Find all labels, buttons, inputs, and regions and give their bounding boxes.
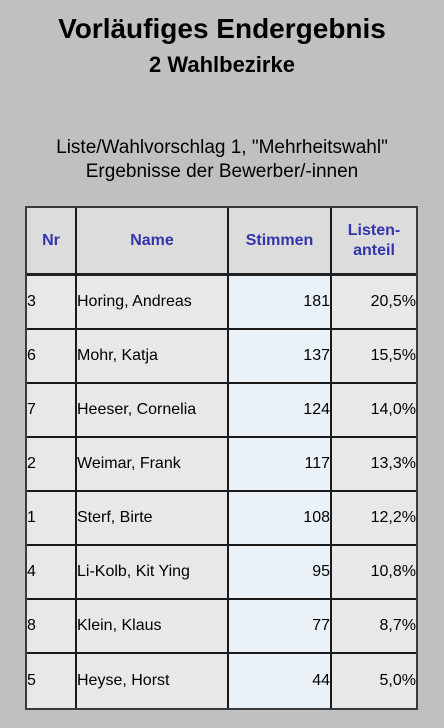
cell-nr: 4 (27, 546, 77, 600)
cell-nr: 7 (27, 384, 77, 438)
cell-stimmen: 124 (229, 384, 332, 438)
table-row: 7 Heeser, Cornelia 124 14,0% (27, 384, 416, 438)
table-row: 6 Mohr, Katja 137 15,5% (27, 330, 416, 384)
cell-name: Li-Kolb, Kit Ying (77, 546, 229, 600)
cell-name: Heyse, Horst (77, 654, 229, 708)
cell-name: Sterf, Birte (77, 492, 229, 546)
cell-stimmen: 108 (229, 492, 332, 546)
cell-stimmen: 95 (229, 546, 332, 600)
cell-listenanteil: 10,8% (332, 546, 416, 600)
table-row: 2 Weimar, Frank 117 13,3% (27, 438, 416, 492)
cell-stimmen: 44 (229, 654, 332, 708)
cell-name: Klein, Klaus (77, 600, 229, 654)
list-title: Liste/Wahlvorschlag 1, "Mehrheitswahl" (56, 137, 388, 158)
cell-stimmen: 137 (229, 330, 332, 384)
table-row: 8 Klein, Klaus 77 8,7% (27, 600, 416, 654)
column-header-stimmen: Stimmen (229, 208, 332, 276)
cell-name: Heeser, Cornelia (77, 384, 229, 438)
cell-nr: 2 (27, 438, 77, 492)
table-row: 3 Horing, Andreas 181 20,5% (27, 276, 416, 330)
column-header-name: Name (77, 208, 229, 276)
cell-name: Weimar, Frank (77, 438, 229, 492)
table-row: 1 Sterf, Birte 108 12,2% (27, 492, 416, 546)
results-table: Nr Name Stimmen Listen- anteil 3 Horing,… (25, 206, 418, 710)
column-header-listenanteil-line2: anteil (353, 241, 395, 259)
list-subtitle: Ergebnisse der Bewerber/-innen (85, 161, 359, 182)
cell-stimmen: 181 (229, 276, 332, 330)
cell-stimmen: 117 (229, 438, 332, 492)
cell-nr: 5 (27, 654, 77, 708)
table-header-row: Nr Name Stimmen Listen- anteil (27, 208, 416, 276)
table-row: 5 Heyse, Horst 44 5,0% (27, 654, 416, 708)
cell-nr: 3 (27, 276, 77, 330)
cell-listenanteil: 14,0% (332, 384, 416, 438)
cell-listenanteil: 5,0% (332, 654, 416, 708)
cell-name: Horing, Andreas (77, 276, 229, 330)
cell-listenanteil: 8,7% (332, 600, 416, 654)
column-header-nr: Nr (27, 208, 77, 276)
page-subtitle: 2 Wahlbezirke (149, 52, 295, 77)
cell-listenanteil: 13,3% (332, 438, 416, 492)
cell-stimmen: 77 (229, 600, 332, 654)
cell-nr: 8 (27, 600, 77, 654)
cell-nr: 6 (27, 330, 77, 384)
page-title: Vorläufiges Endergebnis (58, 13, 386, 44)
cell-listenanteil: 12,2% (332, 492, 416, 546)
cell-name: Mohr, Katja (77, 330, 229, 384)
column-header-listenanteil: Listen- anteil (332, 208, 416, 276)
cell-listenanteil: 20,5% (332, 276, 416, 330)
cell-listenanteil: 15,5% (332, 330, 416, 384)
column-header-listenanteil-line1: Listen- (347, 221, 401, 239)
table-row: 4 Li-Kolb, Kit Ying 95 10,8% (27, 546, 416, 600)
cell-nr: 1 (27, 492, 77, 546)
